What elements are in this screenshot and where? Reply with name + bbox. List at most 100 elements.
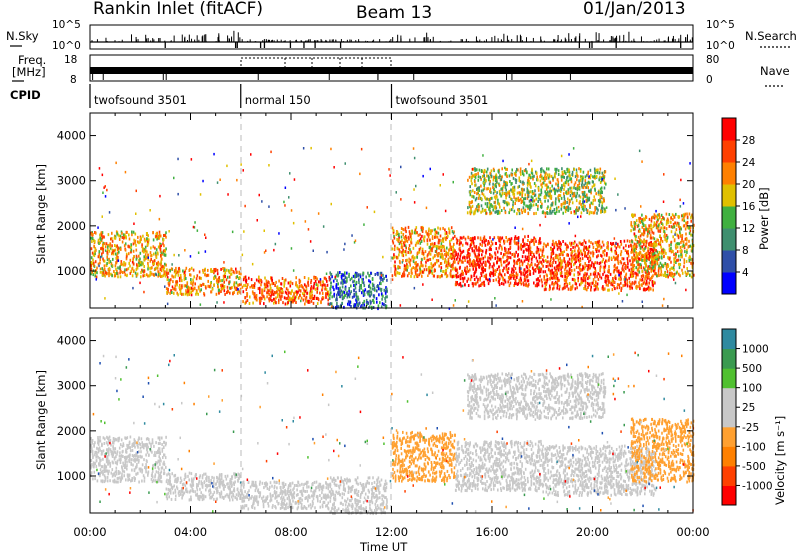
scatter-cell <box>630 244 632 248</box>
scatter-cell <box>580 280 583 284</box>
scatter-cell <box>340 273 343 276</box>
scatter-cell <box>499 240 502 244</box>
scatter-cell <box>356 299 358 303</box>
scatter-cell <box>542 248 545 252</box>
scatter-cell <box>595 284 597 288</box>
scatter-cell <box>206 273 209 277</box>
scatter-cell <box>560 204 563 208</box>
scatter-cell <box>528 265 531 269</box>
scatter-cell <box>495 177 497 181</box>
scatter-cell <box>108 274 110 278</box>
scatter-cell <box>573 263 575 267</box>
scatter-cell <box>192 268 195 272</box>
scatter-cell <box>507 267 510 271</box>
scatter-cell <box>261 290 263 294</box>
scatter-cell <box>473 173 476 177</box>
scatter-cell <box>518 178 521 182</box>
scatter-cell <box>534 263 536 267</box>
scatter-cell <box>565 246 568 250</box>
scatter-cell <box>558 194 560 197</box>
scatter-cell <box>321 284 324 288</box>
scatter-cell <box>242 278 245 282</box>
scatter-cell <box>131 267 133 271</box>
scatter-cell <box>498 183 501 187</box>
scatter-cell <box>601 201 604 205</box>
scatter-cell <box>235 281 238 285</box>
scatter-cell <box>259 278 261 282</box>
scatter-cell <box>521 170 524 174</box>
scatter-cell <box>644 287 647 291</box>
scatter-cell <box>584 179 587 183</box>
scatter-cell <box>533 242 535 246</box>
scatter-cell <box>133 269 135 273</box>
scatter-cell <box>630 285 632 289</box>
scatter-cell <box>281 289 283 293</box>
scatter-cell <box>336 302 338 305</box>
scatter-cell <box>528 181 530 185</box>
scatter-cell <box>398 232 400 236</box>
scatter-cell <box>553 208 556 211</box>
scatter-cell <box>589 282 591 286</box>
scatter-cell <box>280 297 282 301</box>
scatter-cell <box>91 237 94 240</box>
scatter-cell <box>400 235 403 239</box>
scatter-cell <box>507 201 509 205</box>
scatter-cell <box>599 187 602 191</box>
scatter-cell <box>415 231 417 235</box>
scatter-cell <box>291 282 294 286</box>
scatter-cell <box>579 257 581 261</box>
scatter-cell <box>588 255 591 259</box>
scatter-cell <box>504 280 507 284</box>
scatter-cell <box>124 263 126 267</box>
scatter-cell <box>308 300 311 304</box>
scatter-cell <box>490 190 492 194</box>
scatter-cell <box>340 289 343 293</box>
scatter-cell <box>519 192 521 196</box>
scatter-cell <box>494 179 497 183</box>
scatter-cell <box>145 256 147 260</box>
scatter-cell <box>584 181 587 185</box>
scatter-cell <box>295 281 297 285</box>
scatter-cell <box>205 286 207 290</box>
scatter-cell <box>594 188 596 192</box>
scatter-cell <box>445 269 448 272</box>
scatter-cell <box>253 295 256 299</box>
scatter-cell <box>403 270 405 274</box>
scatter-cell <box>105 271 108 275</box>
scatter-cell <box>116 271 118 275</box>
scatter-cell <box>90 268 93 271</box>
scatter-cell <box>539 197 541 201</box>
scatter-cell <box>296 292 298 296</box>
scatter-cell <box>505 267 508 271</box>
scatter-cell <box>586 193 588 197</box>
scatter-cell <box>415 226 418 230</box>
scatter-cell <box>445 252 448 256</box>
scatter-cell <box>487 187 489 191</box>
scatter-cell <box>566 201 568 204</box>
scatter-cell <box>595 249 598 253</box>
scatter-cell <box>593 271 596 274</box>
scatter-cell <box>575 199 578 203</box>
scatter-cell <box>564 272 566 276</box>
scatter-cell <box>271 292 274 296</box>
scatter-cell <box>204 273 206 277</box>
scatter-cell <box>377 304 380 308</box>
scatter-cell <box>103 267 106 271</box>
scatter-cell <box>255 294 258 297</box>
scatter-cell <box>625 273 627 277</box>
scatter-cell <box>596 211 598 215</box>
scatter-cell <box>619 253 622 257</box>
scatter-cell <box>549 196 552 200</box>
scatter-cell <box>138 260 141 263</box>
scatter-cell <box>447 251 450 255</box>
scatter-cell <box>459 240 461 244</box>
scatter-cell <box>283 296 286 300</box>
scatter-cell <box>471 174 474 178</box>
scatter-cell <box>520 208 523 212</box>
scatter-cell <box>553 258 555 262</box>
scatter-cell <box>217 280 220 284</box>
scatter-cell <box>134 241 136 245</box>
scatter-cell <box>575 252 577 256</box>
scatter-cell <box>452 251 454 255</box>
scatter-cell <box>469 260 471 264</box>
